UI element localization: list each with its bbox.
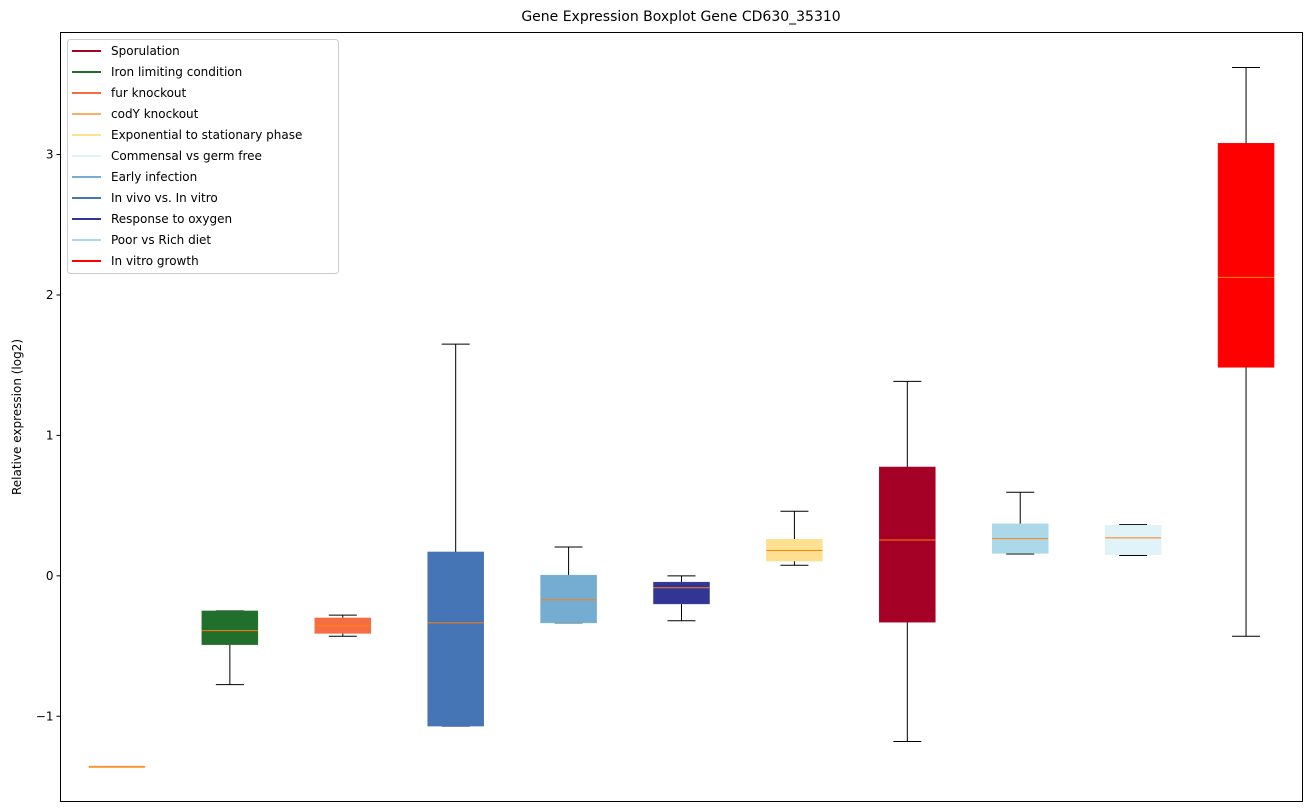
legend: Sporulation Iron limiting condition fur kn… [67,39,339,274]
box [653,581,710,605]
legend-label: Early infection [111,170,197,184]
box-group [540,546,597,624]
legend-entry: In vivo vs. In vitro [72,191,218,205]
legend-entry: Exponential to stationary phase [72,128,302,142]
legend-label: Exponential to stationary phase [111,128,302,142]
box-group [1217,66,1275,637]
box [1104,525,1162,556]
axes-frame [60,32,1303,802]
box-group [653,575,710,622]
legend-label: fur knockout [111,86,187,100]
legend-entry: Poor vs Rich diet [72,233,211,247]
legend-entry: Early infection [72,170,197,184]
legend-entry: Commensal vs germ free [72,149,262,163]
legend-entry: Sporulation [72,44,180,58]
box-group [88,765,146,768]
box [1217,143,1275,368]
box-group [879,380,936,743]
y-axis: −1 0 1 2 3 [36,148,61,723]
box-group [201,610,259,686]
box-group [427,343,484,727]
y-tick-label: 2 [46,288,54,302]
legend-label: Poor vs Rich diet [111,233,211,247]
legend-label: Commensal vs germ free [111,149,262,163]
legend-entry: codY knockout [72,107,199,121]
box-group [314,614,372,637]
legend-entry: Iron limiting condition [72,65,242,79]
legend-label: In vitro growth [111,254,199,268]
legend-label: Response to oxygen [111,212,232,226]
box-group [1104,524,1162,556]
y-tick-label: 0 [46,569,54,583]
legend-entry: In vitro growth [72,254,199,268]
box [427,551,484,727]
legend-label: In vivo vs. In vitro [111,191,218,205]
legend-label: codY knockout [111,107,199,121]
y-axis-label: Relative expression (log2) [10,339,24,495]
chart-title: Gene Expression Boxplot Gene CD630_35310 [521,9,840,25]
y-tick-label: −1 [36,709,54,723]
legend-label: Iron limiting condition [111,65,242,79]
legend-frame [67,39,339,274]
box [879,466,936,623]
legend-label: Sporulation [111,44,180,58]
box [201,610,259,645]
legend-entry: Response to oxygen [72,212,232,226]
y-tick-label: 3 [46,148,54,162]
plot-area [88,66,1275,768]
box [540,574,597,624]
box-group [766,510,823,566]
y-tick-label: 1 [46,428,54,442]
legend-entry: fur knockout [72,86,187,100]
box-group [991,491,1049,555]
